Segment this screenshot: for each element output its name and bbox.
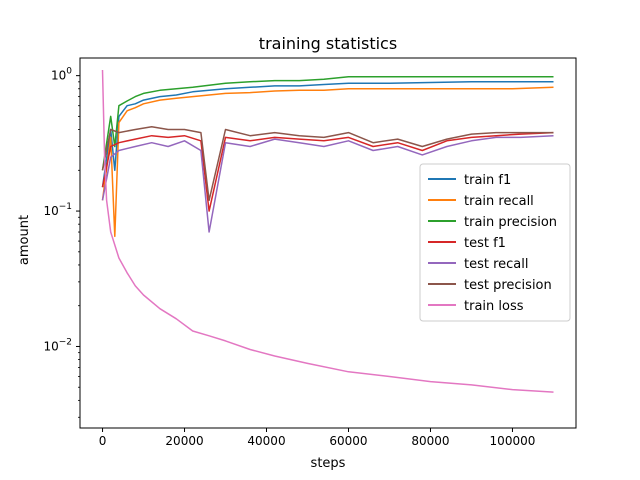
legend-label: train loss xyxy=(464,299,524,314)
x-axis-label: steps xyxy=(311,456,346,471)
x-tick-label: 20000 xyxy=(165,434,203,448)
legend-label: test precision xyxy=(464,278,552,293)
y-tick-exponent: 0 xyxy=(66,67,72,77)
series-line-test-f1 xyxy=(101,131,554,212)
legend-label: train precision xyxy=(464,215,557,230)
series-line-train-f1 xyxy=(101,81,554,188)
y-tick-label: 10−1 xyxy=(43,202,72,218)
legend-label: train f1 xyxy=(464,173,511,188)
y-tick-base: 10 xyxy=(43,339,58,353)
series-line-train-precision xyxy=(101,76,554,171)
x-tick-label: 40000 xyxy=(247,434,285,448)
y-tick-label: 100 xyxy=(51,67,72,83)
legend-label: test f1 xyxy=(464,236,506,251)
chart-title: training statistics xyxy=(259,34,397,53)
plot-frame xyxy=(79,57,577,429)
series-line-test-precision xyxy=(101,125,554,202)
y-tick-base: 10 xyxy=(51,69,66,83)
x-tick-label: 100000 xyxy=(490,434,536,448)
legend: train f1 train recall train precision test … xyxy=(419,163,571,322)
legend-label: train recall xyxy=(464,194,534,209)
x-tick-label: 0 xyxy=(99,434,107,448)
y-tick-exponent: −1 xyxy=(59,202,72,212)
series-line-train-recall xyxy=(101,86,554,238)
series-line-test-recall xyxy=(101,134,554,233)
legend-label: test recall xyxy=(464,257,529,272)
y-axis-label: amount xyxy=(17,215,32,265)
x-tick-label: 60000 xyxy=(329,434,367,448)
series-line-train-loss xyxy=(101,69,554,393)
x-tick-label: 80000 xyxy=(411,434,449,448)
y-tick-label: 10−2 xyxy=(43,337,72,353)
y-tick-base: 10 xyxy=(43,204,58,218)
series-lines xyxy=(101,69,554,393)
legend-box xyxy=(419,163,571,322)
y-tick-exponent: −2 xyxy=(59,337,72,347)
